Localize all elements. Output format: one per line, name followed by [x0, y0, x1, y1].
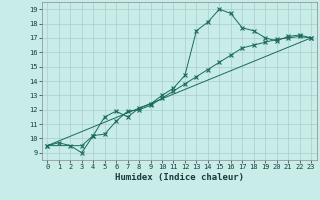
X-axis label: Humidex (Indice chaleur): Humidex (Indice chaleur) [115, 173, 244, 182]
